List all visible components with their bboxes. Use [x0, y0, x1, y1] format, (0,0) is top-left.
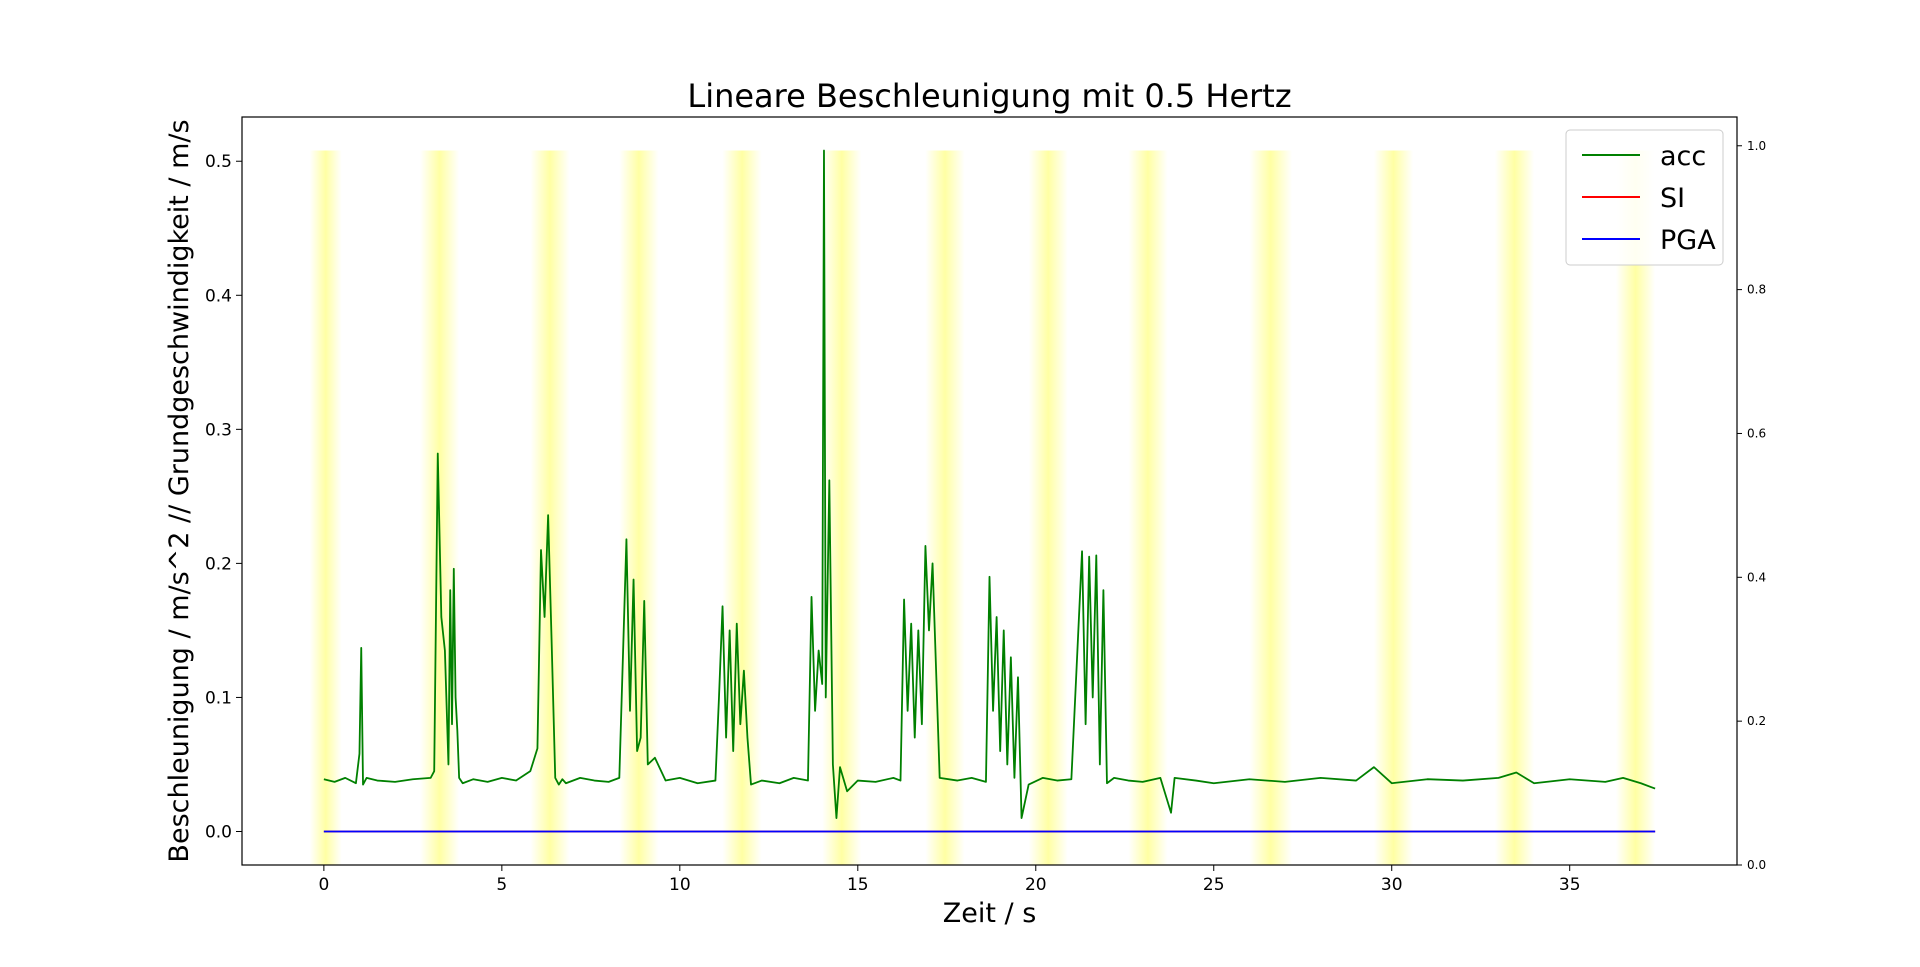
y2-tick-label-2: 0.4 — [1747, 570, 1766, 584]
highlight-bands — [309, 150, 1656, 865]
y-tick-label-4: 0.4 — [205, 286, 232, 306]
legend-label-pga: PGA — [1660, 225, 1716, 256]
chart-title: Lineare Beschleunigung mit 0.5 Hertz — [687, 77, 1291, 115]
x-tick-label-5: 25 — [1203, 875, 1225, 895]
x-tick-label-7: 35 — [1559, 875, 1581, 895]
y2-tick-label-5: 1.0 — [1747, 139, 1766, 153]
y-axis-left: 0.0 0.1 0.2 0.3 0.4 0.5 — [205, 152, 242, 842]
plot-frame — [241, 116, 1738, 866]
y2-tick-label-3: 0.6 — [1747, 426, 1766, 440]
highlight-band-7 — [1028, 150, 1068, 865]
x-axis-title: Zeit / s — [943, 898, 1037, 929]
x-tick-label-0: 0 — [318, 875, 329, 895]
highlight-band-2 — [530, 150, 570, 865]
y2-tick-label-0: 0.0 — [1747, 858, 1766, 872]
y-axis-title: Beschleunigung / m/s^2 // Grundgeschwind… — [164, 119, 195, 862]
x-tick-label-4: 20 — [1025, 875, 1047, 895]
highlight-band-8 — [1128, 150, 1168, 865]
highlight-band-4 — [722, 150, 762, 865]
y2-tick-label-1: 0.2 — [1747, 714, 1766, 728]
y-tick-label-3: 0.3 — [205, 420, 232, 440]
highlight-band-9 — [1249, 150, 1293, 865]
highlight-band-10 — [1373, 150, 1414, 865]
y-tick-label-2: 0.2 — [205, 554, 232, 574]
y-axis-right: 0.0 0.2 0.4 0.6 0.8 1.0 — [1737, 139, 1766, 872]
series-layer — [323, 149, 1656, 833]
legend: acc SI PGA — [1565, 129, 1724, 266]
highlight-band-11 — [1494, 150, 1535, 865]
series-line-acc — [323, 149, 1656, 819]
legend-label-si: SI — [1660, 183, 1685, 214]
y-tick-label-0: 0.0 — [205, 822, 232, 842]
x-axis: 0 5 10 15 20 25 30 35 — [318, 865, 1581, 895]
x-tick-label-2: 10 — [669, 875, 691, 895]
x-tick-label-1: 5 — [496, 875, 507, 895]
highlight-band-0 — [309, 150, 342, 865]
legend-frame — [1565, 129, 1724, 266]
highlight-band-6 — [925, 150, 965, 865]
highlight-band-12 — [1615, 150, 1656, 865]
legend-label-acc: acc — [1660, 141, 1706, 172]
highlight-band-3 — [619, 150, 659, 865]
x-tick-label-3: 15 — [847, 875, 869, 895]
x-tick-label-6: 30 — [1381, 875, 1403, 895]
y2-tick-label-4: 0.8 — [1747, 283, 1766, 297]
y-tick-label-5: 0.5 — [205, 152, 232, 172]
y-tick-label-1: 0.1 — [205, 688, 232, 708]
